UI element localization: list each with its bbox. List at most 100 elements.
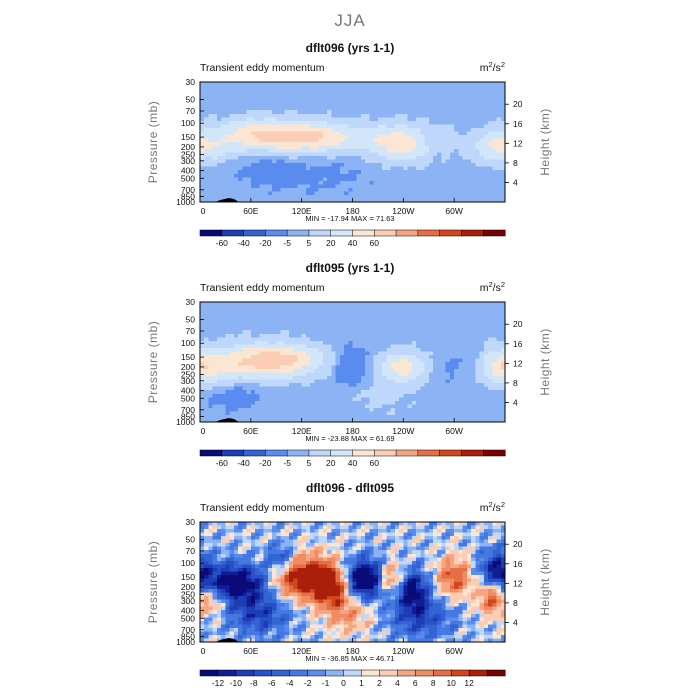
heatmap-cell bbox=[208, 85, 214, 90]
heatmap-cell bbox=[496, 326, 502, 331]
heatmap-cell bbox=[238, 89, 243, 94]
heatmap-cell bbox=[360, 407, 366, 413]
heatmap-cell bbox=[356, 397, 362, 402]
heatmap-cell bbox=[365, 386, 371, 391]
heatmap-cell bbox=[293, 354, 299, 360]
heatmap-cell bbox=[394, 159, 400, 164]
heatmap-cell bbox=[225, 180, 231, 185]
heatmap-cell bbox=[204, 309, 210, 314]
heatmap-cell bbox=[263, 194, 269, 200]
heatmap-cell bbox=[204, 333, 210, 338]
heatmap-cell bbox=[233, 414, 239, 420]
heatmap-cell bbox=[373, 120, 379, 125]
heatmap-cell bbox=[428, 344, 434, 349]
heatmap-cell bbox=[272, 138, 277, 143]
heatmap-cell bbox=[216, 372, 222, 377]
heatmap-cell bbox=[221, 379, 227, 384]
heatmap-cell bbox=[500, 142, 506, 147]
y-tick-label: 250 bbox=[181, 150, 195, 160]
heatmap-cell bbox=[475, 110, 481, 115]
heatmap-cell bbox=[297, 351, 303, 356]
heatmap-cell bbox=[221, 110, 227, 115]
heatmap-cell bbox=[424, 362, 430, 367]
heatmap-cell bbox=[496, 309, 502, 314]
heatmap-cell bbox=[272, 152, 277, 157]
heatmap-cell bbox=[360, 376, 366, 381]
heatmap-cell bbox=[212, 152, 218, 157]
heatmap-cell bbox=[394, 191, 400, 196]
heatmap-cell bbox=[272, 194, 277, 200]
heatmap-cell bbox=[310, 180, 315, 185]
heatmap-cell bbox=[348, 127, 354, 133]
heatmap-cell bbox=[407, 152, 413, 157]
heatmap-cell bbox=[327, 337, 332, 342]
heatmap-cell bbox=[331, 184, 337, 189]
heatmap-cell bbox=[496, 369, 502, 374]
heatmap-cell bbox=[276, 134, 282, 140]
heatmap-cell bbox=[479, 319, 485, 324]
heatmap-cell bbox=[339, 418, 345, 423]
heatmap-cell bbox=[390, 397, 396, 402]
heatmap-cell bbox=[322, 96, 328, 101]
heatmap-cell bbox=[500, 99, 506, 104]
heatmap-cell bbox=[428, 411, 434, 416]
heatmap-cell bbox=[394, 194, 400, 200]
heatmap-cell bbox=[348, 194, 354, 200]
heatmap-cell bbox=[297, 127, 303, 133]
heatmap-cell bbox=[500, 305, 506, 310]
heatmap-cell bbox=[492, 117, 498, 122]
heatmap-cell bbox=[344, 386, 349, 391]
heatmap-cell bbox=[483, 323, 489, 328]
heatmap-cell bbox=[233, 99, 239, 104]
heatmap-cell bbox=[242, 400, 248, 405]
heatmap-cell bbox=[293, 347, 299, 353]
heatmap-cell bbox=[377, 103, 383, 108]
heatmap-cell bbox=[221, 407, 227, 413]
heatmap-cell bbox=[458, 365, 464, 370]
heatmap-cell bbox=[416, 305, 421, 310]
heatmap-cell bbox=[500, 166, 506, 171]
heatmap-cell bbox=[212, 159, 218, 164]
heatmap-cell bbox=[255, 142, 260, 147]
heatmap-cell bbox=[403, 309, 409, 314]
heatmap-cell bbox=[428, 110, 434, 115]
heatmap-cell bbox=[246, 184, 252, 189]
heatmap-cell bbox=[445, 159, 451, 164]
chart-panel-2: dflt095 (yrs 1-1)Transient eddy momentum… bbox=[146, 261, 552, 468]
heatmap-cell bbox=[479, 113, 485, 118]
colorbar-swatch bbox=[417, 229, 441, 237]
heatmap-cell bbox=[331, 312, 337, 317]
heatmap-cell bbox=[458, 407, 464, 413]
heatmap-cell bbox=[301, 400, 307, 405]
heatmap-cell bbox=[432, 323, 438, 328]
heatmap-cell bbox=[288, 166, 294, 171]
heatmap-cell bbox=[331, 309, 337, 314]
heatmap-cell bbox=[445, 411, 451, 416]
heatmap-cell bbox=[488, 120, 493, 125]
heatmap-cell bbox=[348, 319, 354, 324]
heatmap-cell bbox=[488, 103, 493, 108]
heatmap-cell bbox=[305, 302, 311, 307]
heatmap-cell bbox=[335, 326, 341, 331]
heatmap-cell bbox=[272, 117, 277, 122]
heatmap-cell bbox=[272, 390, 277, 395]
heatmap-cell bbox=[280, 319, 286, 324]
heatmap-cell bbox=[212, 113, 218, 118]
heatmap-cell bbox=[369, 351, 375, 356]
heatmap-cell bbox=[297, 89, 303, 94]
heatmap-cell bbox=[238, 351, 243, 356]
heatmap-cell bbox=[407, 369, 413, 374]
heatmap-cell bbox=[356, 414, 362, 420]
heatmap-cell bbox=[272, 124, 277, 129]
heatmap-cell bbox=[382, 149, 387, 154]
heatmap-cell bbox=[301, 184, 307, 189]
heatmap-cell bbox=[445, 340, 451, 345]
heatmap-cell bbox=[255, 124, 260, 129]
x-tick-label: 60E bbox=[243, 206, 258, 216]
heatmap-cell bbox=[297, 106, 303, 111]
heatmap-cell bbox=[394, 145, 400, 150]
heatmap-cell bbox=[335, 404, 341, 409]
heatmap-cell bbox=[250, 131, 256, 136]
heatmap-cell bbox=[288, 358, 294, 363]
y2-tick-label: 8 bbox=[513, 158, 518, 168]
